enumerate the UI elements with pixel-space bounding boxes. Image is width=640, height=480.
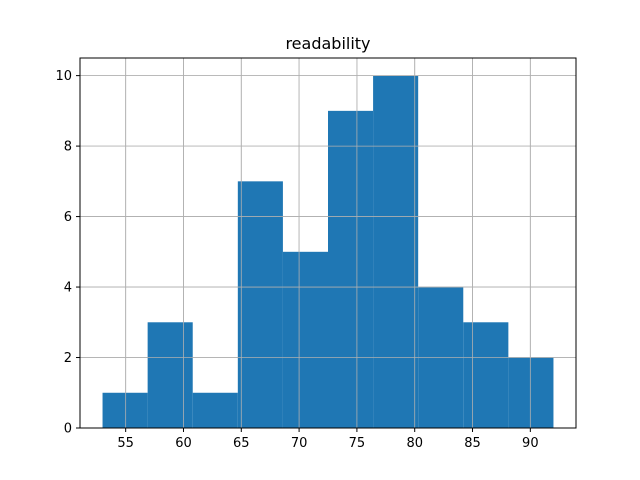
x-tick-label: 85 xyxy=(464,436,481,451)
x-tick-label: 65 xyxy=(233,436,250,451)
plot-frame xyxy=(79,57,577,429)
histogram-bar xyxy=(192,392,238,428)
histogram-bar xyxy=(237,181,283,428)
x-tick-label: 55 xyxy=(117,436,134,451)
x-tick-label: 80 xyxy=(406,436,423,451)
chart-title: readability xyxy=(285,34,370,53)
histogram-bars xyxy=(80,58,576,429)
histogram-bar xyxy=(328,110,374,428)
x-tick-label: 90 xyxy=(522,436,539,451)
y-tick-label: 6 xyxy=(64,210,72,225)
histogram-bar xyxy=(282,251,328,428)
y-axis-ticks: 0 2 4 6 8 10 xyxy=(55,69,80,437)
x-tick-label: 70 xyxy=(291,436,308,451)
y-tick-label: 4 xyxy=(64,281,72,296)
histogram-bar xyxy=(147,322,193,428)
x-axis-ticks: 55 60 65 70 75 80 85 90 xyxy=(117,428,539,451)
histogram-bar xyxy=(508,357,554,428)
histogram-bar xyxy=(102,392,148,428)
y-tick-label: 8 xyxy=(64,140,72,155)
y-tick-label: 10 xyxy=(55,69,72,84)
histogram-bar xyxy=(463,322,509,428)
x-tick-label: 75 xyxy=(349,436,366,451)
x-tick-label: 60 xyxy=(175,436,192,451)
histogram-bar xyxy=(373,75,419,428)
y-tick-label: 0 xyxy=(64,422,72,437)
grid-overlay xyxy=(80,58,576,429)
y-tick-label: 2 xyxy=(64,351,72,366)
